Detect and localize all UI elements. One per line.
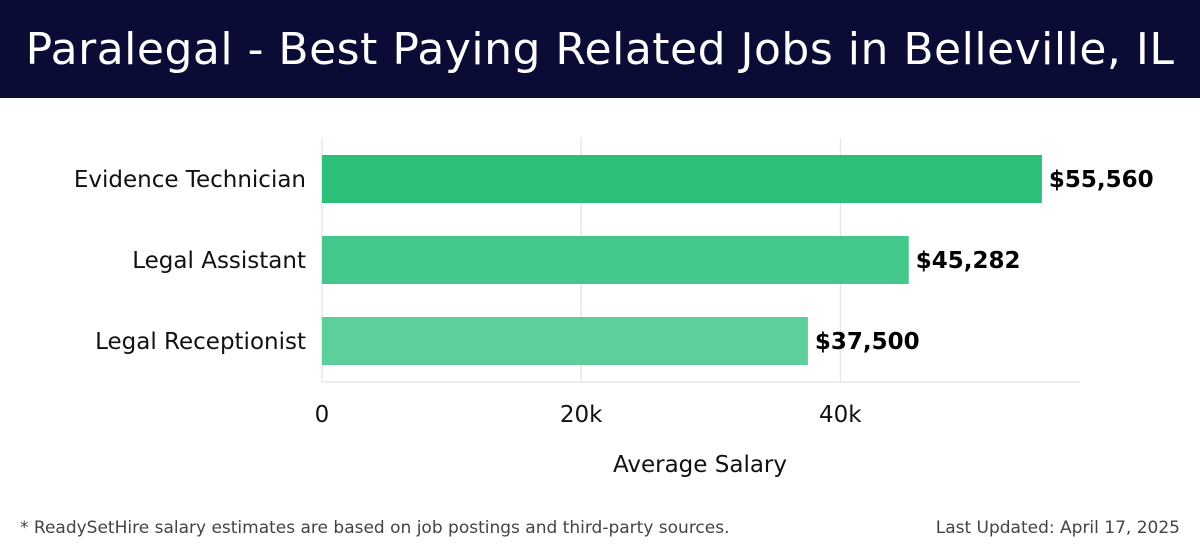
x-tick-label: 20k (560, 402, 603, 428)
bar (322, 155, 1042, 203)
bar (322, 236, 909, 284)
bar (322, 317, 808, 365)
data-label: $55,560 (1049, 167, 1154, 193)
data-label: $45,282 (916, 248, 1021, 274)
category-label: Evidence Technician (74, 167, 306, 193)
footnote: * ReadySetHire salary estimates are base… (20, 518, 730, 538)
bars (322, 155, 1042, 365)
x-axis-title: Average Salary (613, 452, 787, 478)
labels: 0 20k 40k Evidence Technician $55,560 Legal A… (74, 167, 1154, 428)
chart-header: Paralegal - Best Paying Related Jobs in … (0, 0, 1200, 98)
chart-title: Paralegal - Best Paying Related Jobs in … (25, 23, 1175, 75)
bar-chart: 0 20k 40k Evidence Technician $55,560 Legal A… (74, 138, 1154, 478)
category-label: Legal Receptionist (95, 329, 306, 355)
last-updated: Last Updated: April 17, 2025 (935, 518, 1180, 538)
category-label: Legal Assistant (132, 248, 306, 274)
x-tick-label: 0 (315, 402, 330, 428)
x-tick-label: 40k (819, 402, 862, 428)
data-label: $37,500 (815, 329, 920, 355)
